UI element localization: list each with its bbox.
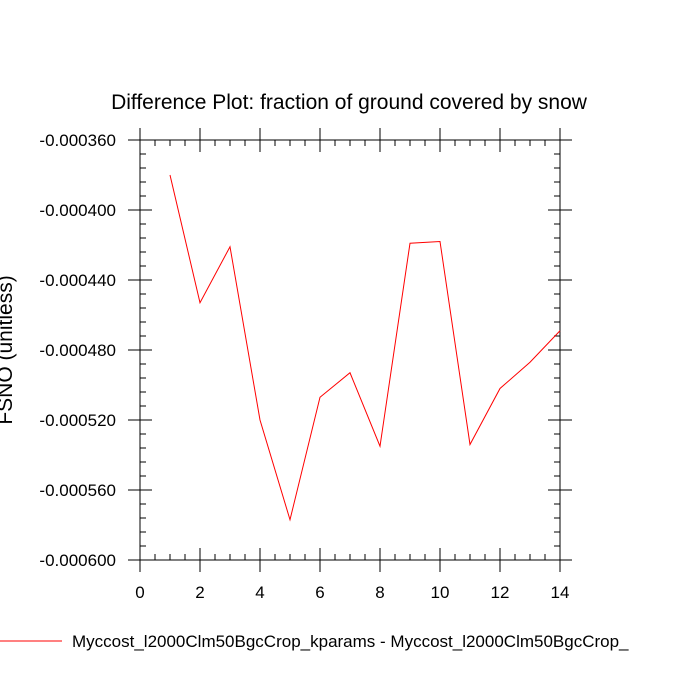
y-tick-label: -0.000400 — [39, 201, 116, 220]
x-tick-label: 10 — [431, 583, 450, 602]
plot-frame — [139, 139, 561, 561]
y-tick-label: -0.000520 — [39, 411, 116, 430]
y-tick-labels: -0.000360 -0.000400 -0.000440 -0.000480 -0.0… — [39, 131, 116, 570]
y-tick-label: -0.000480 — [39, 341, 116, 360]
legend-label: Myccost_l2000Clm50BgcCrop_kparams - Mycc… — [72, 632, 629, 651]
x-tick-label: 12 — [491, 583, 510, 602]
x-tick-label: 6 — [315, 583, 324, 602]
y-tick-label: -0.000560 — [39, 481, 116, 500]
x-tick-label: 0 — [135, 583, 144, 602]
series-line — [169, 174, 561, 522]
x-tick-labels: 0 2 4 6 8 10 12 14 — [135, 583, 569, 602]
axis-ticks — [128, 128, 572, 572]
x-tick-label: 8 — [375, 583, 384, 602]
series-group — [169, 174, 561, 522]
y-tick-label: -0.000360 — [39, 131, 116, 150]
y-axis-label: FSNO (unitless) — [0, 275, 17, 424]
x-tick-label: 4 — [255, 583, 264, 602]
y-tick-label: -0.000440 — [39, 271, 116, 290]
x-tick-label: 14 — [551, 583, 570, 602]
y-tick-label: -0.000600 — [39, 551, 116, 570]
chart-title: Difference Plot: fraction of ground cove… — [111, 91, 588, 114]
x-tick-label: 2 — [195, 583, 204, 602]
